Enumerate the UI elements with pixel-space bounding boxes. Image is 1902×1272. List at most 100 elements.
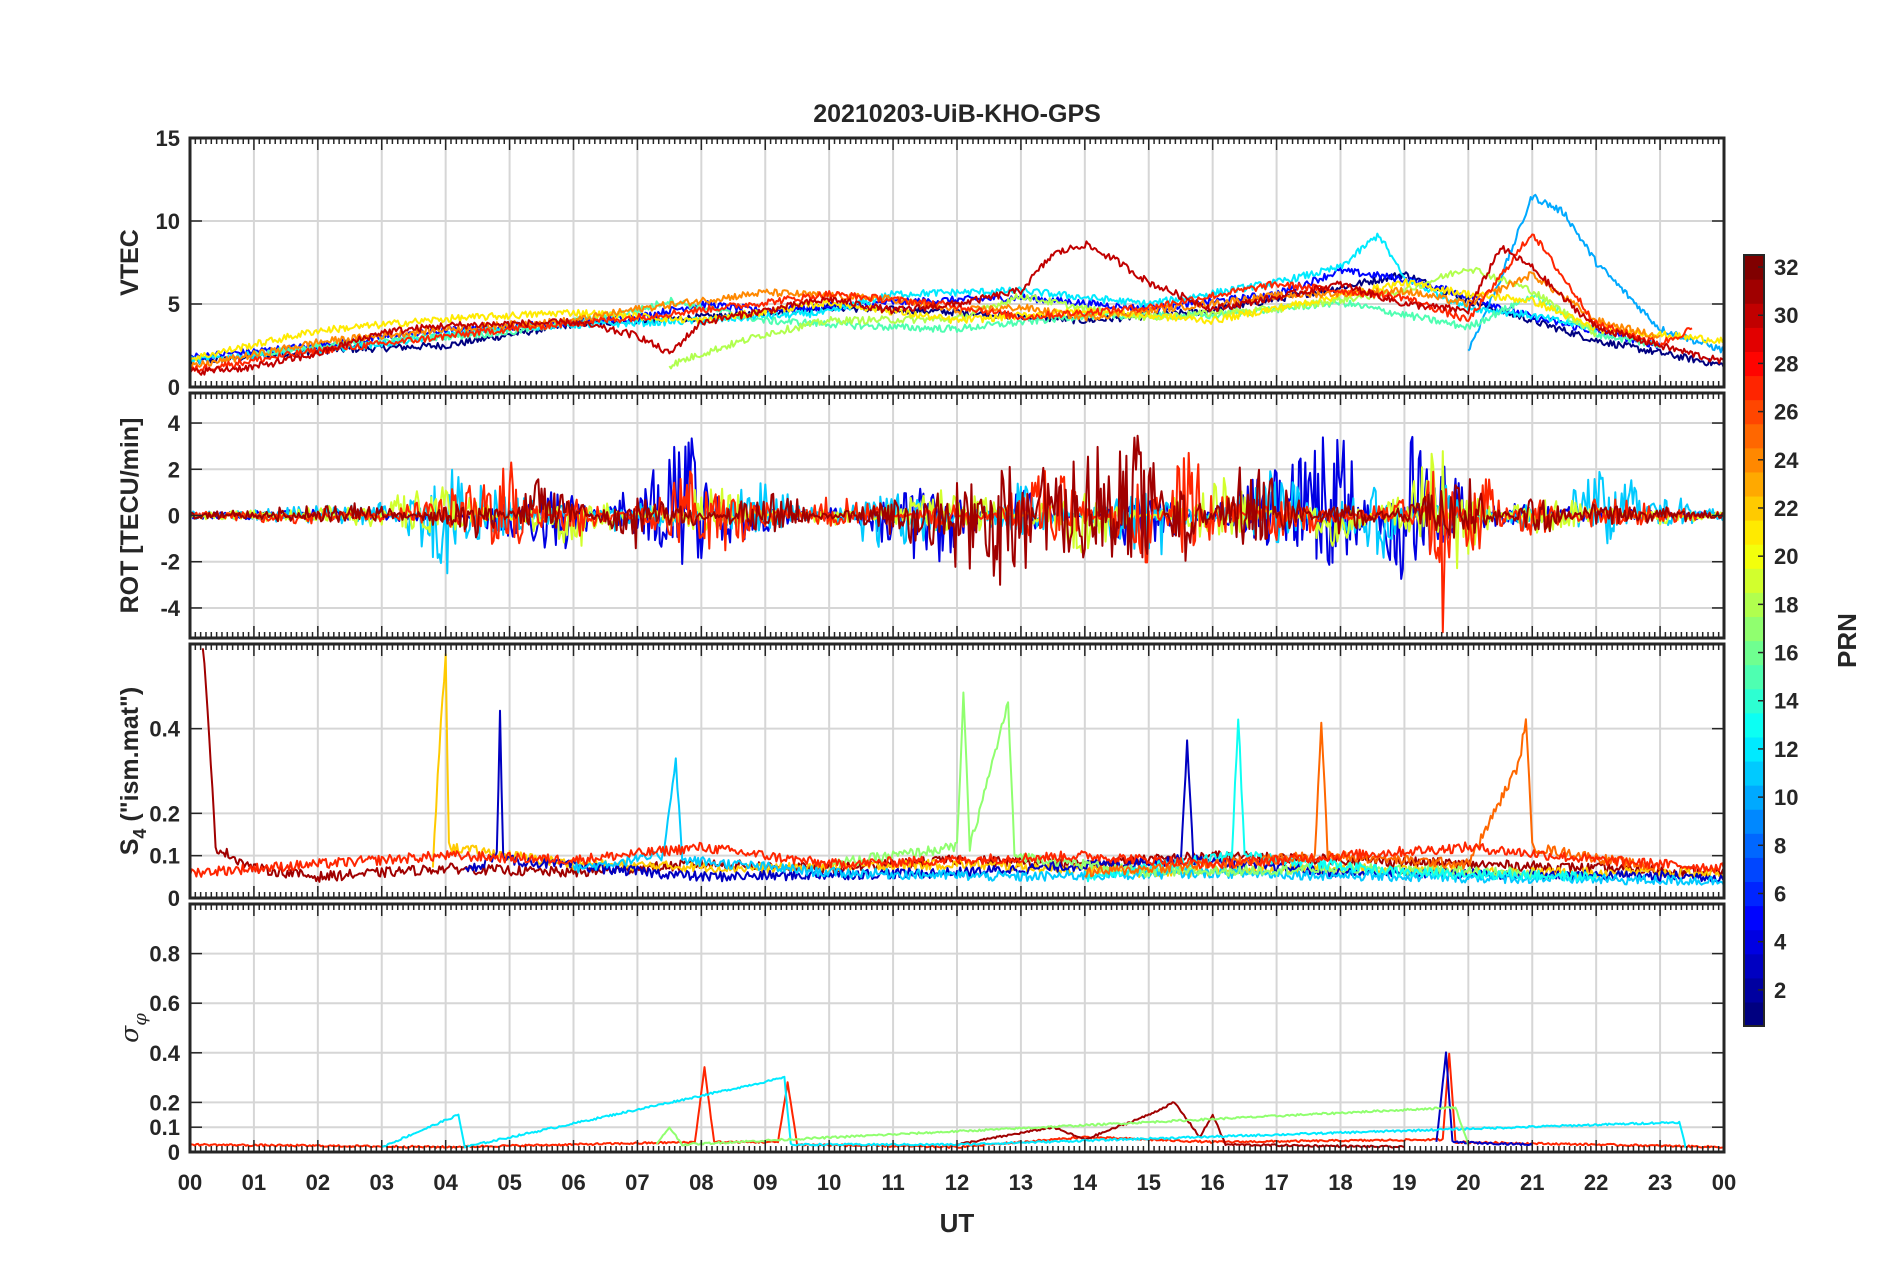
y-tick-label: 15 <box>156 126 180 151</box>
colorbar-swatch <box>1744 375 1764 401</box>
x-tick-label: 16 <box>1200 1170 1224 1195</box>
series-line-prn-12 <box>381 1075 1687 1149</box>
series-line-prn-17 <box>655 1105 1470 1147</box>
colorbar-swatch <box>1744 279 1764 304</box>
colorbar-swatch <box>1744 664 1764 690</box>
colorbar-swatch <box>1744 760 1764 786</box>
colorbar-tick-label: 32 <box>1774 255 1798 280</box>
x-tick-label: 20 <box>1456 1170 1480 1195</box>
y-axis-label: σφ <box>115 1013 151 1043</box>
x-tick-label: 01 <box>242 1170 266 1195</box>
y-tick-label: 0.2 <box>149 1090 180 1115</box>
series-line-prn-25 <box>1084 718 1661 878</box>
series-line-prn-11 <box>572 757 1724 887</box>
chart-title: 20210203-UiB-KHO-GPS <box>813 100 1101 128</box>
colorbar-swatch <box>1744 785 1764 810</box>
colorbar-swatch <box>1744 351 1764 377</box>
x-tick-label: 11 <box>881 1170 904 1195</box>
colorbar-tick-label: 26 <box>1774 400 1798 425</box>
y-axis-label: ROT [TECU/min] <box>116 418 144 614</box>
colorbar-swatch <box>1744 929 1764 955</box>
colorbar-tick-label: 4 <box>1774 930 1787 955</box>
panel-4: 00.10.2 0.4 0.6 0.8 σφ <box>115 902 1726 1165</box>
y-tick-label: -2 <box>160 550 180 575</box>
series-line-prn-15 <box>253 294 1661 358</box>
colorbar-swatch <box>1744 857 1764 883</box>
series-line-prn-18 <box>668 266 1598 370</box>
colorbar-swatch <box>1744 592 1764 618</box>
x-tick-label: 22 <box>1584 1170 1608 1195</box>
colorbar-swatch <box>1744 255 1764 280</box>
x-tick-label: 14 <box>1073 1170 1098 1195</box>
colorbar-tick-label: 28 <box>1774 351 1798 376</box>
series-line-prn-27 <box>190 233 1693 373</box>
colorbar-tick-label: 6 <box>1774 881 1786 906</box>
colorbar-swatch <box>1744 399 1764 425</box>
series-line-prn-31 <box>956 1101 1405 1149</box>
colorbar-tick-label: 12 <box>1774 737 1798 762</box>
panel-2: -4 -2 0 2 4 ROT [TECU/min] <box>116 391 1726 640</box>
y-tick-label: 0 <box>168 886 180 911</box>
y-tick-label: 0.8 <box>149 942 180 967</box>
y-tick-label: 4 <box>168 411 181 436</box>
colorbar-swatch <box>1744 1001 1764 1027</box>
series-line-prn-27 <box>190 841 1724 878</box>
colorbar-swatch <box>1744 712 1764 738</box>
colorbar-swatch <box>1744 977 1764 1003</box>
colorbar-tick-label: 24 <box>1774 448 1799 473</box>
colorbar-swatch <box>1744 471 1764 497</box>
x-tick-label: 18 <box>1328 1170 1352 1195</box>
panel-frame <box>188 391 1726 640</box>
colorbar-tick-label: 8 <box>1774 833 1786 858</box>
colorbar-swatch <box>1744 640 1764 666</box>
x-tick-label: 15 <box>1137 1170 1161 1195</box>
x-tick-label: 09 <box>753 1170 777 1195</box>
colorbar-tick-label: 10 <box>1774 785 1798 810</box>
colorbar-swatch <box>1744 833 1764 858</box>
y-tick-label: 2 <box>168 457 180 482</box>
x-tick-label: 00 <box>178 1170 202 1195</box>
colorbar-swatch <box>1744 616 1764 642</box>
y-tick-label: 0.2 <box>149 801 180 826</box>
colorbar-swatch <box>1744 520 1764 545</box>
x-tick-label: 13 <box>1009 1170 1033 1195</box>
y-tick-label: 0.1 <box>149 1115 180 1140</box>
colorbar-swatch <box>1744 544 1764 569</box>
x-tick-label: 17 <box>1264 1170 1288 1195</box>
series-line-prn-3 <box>1435 1051 1533 1147</box>
colorbar-swatch <box>1744 736 1764 762</box>
x-tick-label: 06 <box>561 1170 585 1195</box>
colorbar-swatch <box>1744 303 1764 328</box>
colorbar-swatch <box>1744 423 1764 449</box>
x-tick-label: 05 <box>497 1170 521 1195</box>
x-tick-label: 07 <box>625 1170 649 1195</box>
colorbar-swatch <box>1744 327 1764 352</box>
panel-frame <box>188 902 1726 1154</box>
panel-frame <box>188 642 1726 900</box>
y-axis-label: VTEC <box>116 229 144 296</box>
series-group <box>190 648 1724 887</box>
colorbar-swatch <box>1744 688 1764 714</box>
colorbar-tick-label: 20 <box>1774 544 1798 569</box>
series-line-prn-24 <box>190 271 1661 369</box>
x-tick-label: 19 <box>1392 1170 1416 1195</box>
colorbar-swatch <box>1744 905 1764 931</box>
y-tick-label: 0.1 <box>149 844 180 869</box>
colorbar-tick-label: 30 <box>1774 303 1798 328</box>
x-axis-label: UT <box>940 1208 975 1238</box>
series-group <box>190 193 1724 376</box>
y-tick-label: 10 <box>156 209 180 234</box>
colorbar-swatch <box>1744 809 1764 834</box>
colorbar-tick-label: 2 <box>1774 978 1786 1003</box>
series-line-prn-30 <box>190 240 1724 376</box>
series-line-prn-21 <box>190 278 1724 362</box>
colorbar-swatch <box>1744 953 1764 979</box>
x-tick-label: 10 <box>817 1170 841 1195</box>
y-tick-label: 5 <box>168 292 180 317</box>
panel-frame <box>188 136 1726 389</box>
series-group <box>190 434 1724 634</box>
colorbar-swatch <box>1744 568 1764 593</box>
